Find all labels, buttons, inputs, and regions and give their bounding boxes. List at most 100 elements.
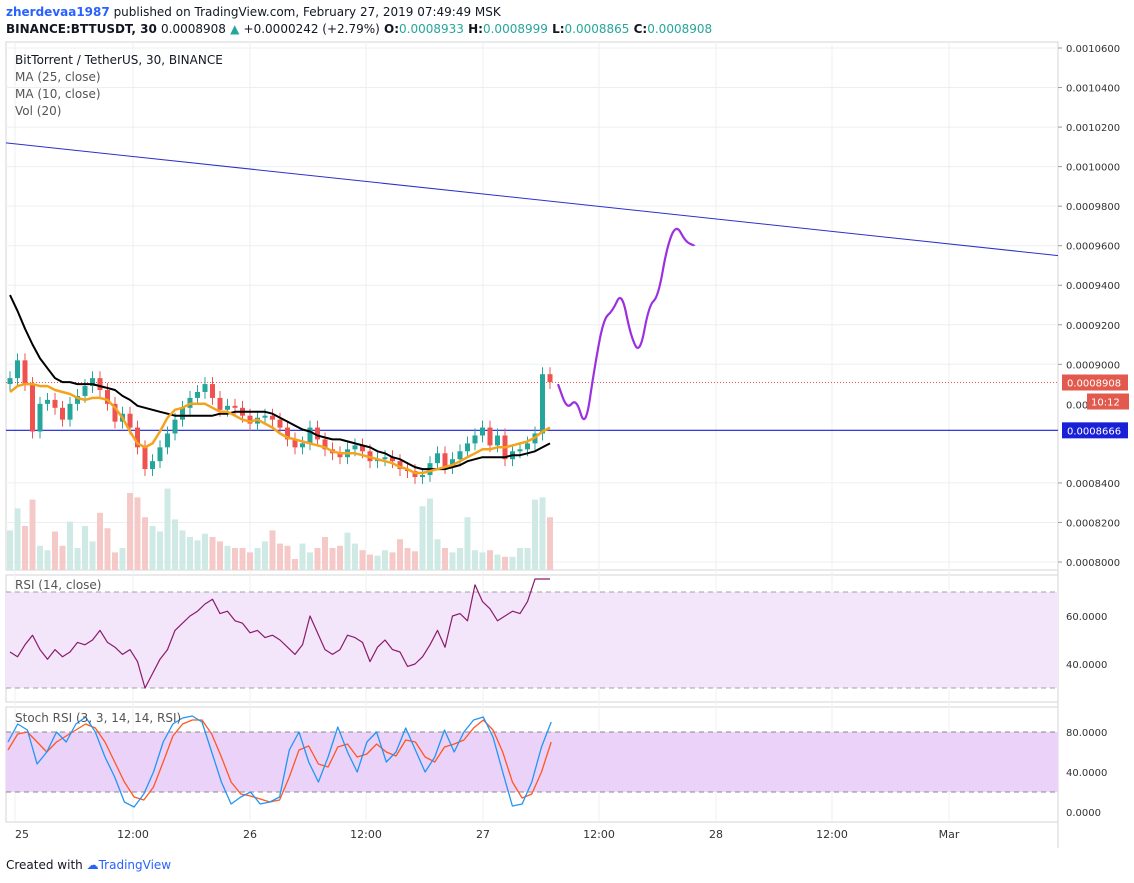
volume-bar xyxy=(112,552,118,570)
volume-bar xyxy=(217,541,223,570)
volume-bar xyxy=(22,526,28,570)
volume-bar xyxy=(37,545,43,570)
symbol: BINANCE:BTTUSDT, 30 xyxy=(6,22,157,36)
candle-body xyxy=(60,407,65,420)
x-tick-label: Mar xyxy=(939,828,960,841)
volume-bar xyxy=(254,548,261,570)
volume-bar xyxy=(119,548,126,570)
legend-ma10: MA (10, close) xyxy=(15,87,101,101)
l-label: L: xyxy=(552,22,565,36)
tradingview-brand[interactable]: TradingView xyxy=(98,858,172,872)
c-value: 0.0008908 xyxy=(647,22,713,36)
volume-bar xyxy=(307,552,313,570)
volume-bar xyxy=(7,530,13,570)
volume-bar xyxy=(472,550,478,570)
volume-bar xyxy=(404,548,411,570)
candle-body xyxy=(487,427,493,446)
volume-bar xyxy=(224,545,231,570)
volume-bar xyxy=(539,497,546,570)
y-tick-label: 0.0010600 xyxy=(1066,44,1120,55)
volume-bar xyxy=(179,530,186,570)
candle-body xyxy=(135,427,140,448)
volume-bar xyxy=(494,554,501,570)
candle-body xyxy=(285,427,290,440)
volume-bar xyxy=(292,559,298,570)
volume-bar xyxy=(517,548,523,570)
y-tick-label: 0.0009200 xyxy=(1066,321,1120,332)
l-value: 0.0008865 xyxy=(564,22,630,36)
candle-body xyxy=(495,435,500,446)
candle-body xyxy=(195,391,200,398)
volume-bar xyxy=(262,541,268,570)
candle-body xyxy=(315,427,320,440)
volume-bar xyxy=(427,498,433,570)
partial-price-label: 0.000 xyxy=(1066,400,1095,411)
volume-bar xyxy=(389,552,396,570)
y-tick-label: 0.0008400 xyxy=(1066,479,1120,490)
candle-body xyxy=(480,427,485,436)
c-label: C: xyxy=(633,22,648,36)
candle-body xyxy=(225,405,230,410)
volume-bar xyxy=(97,512,103,570)
x-tick-label: 28 xyxy=(709,828,723,841)
candle-body xyxy=(165,433,170,448)
candle-body xyxy=(142,447,148,470)
volume-bar xyxy=(397,539,403,570)
candle-body xyxy=(435,453,440,464)
volume-bar xyxy=(239,548,246,570)
ohlc-line: BINANCE:BTTUSDT, 30 0.0008908 ▲ +0.00002… xyxy=(6,22,712,36)
volume-bar xyxy=(89,541,96,570)
countdown-label: 10:12 xyxy=(1091,397,1120,408)
candle-body xyxy=(277,419,283,428)
y-tick-label: 0.0010200 xyxy=(1066,123,1120,134)
candle-body xyxy=(112,403,118,422)
volume-bar xyxy=(329,548,336,570)
candle-body xyxy=(262,415,268,418)
stoch-tick-label: 40.0000 xyxy=(1066,768,1107,779)
o-value: 0.0008933 xyxy=(399,22,464,36)
volume-bar xyxy=(284,545,291,570)
author-link[interactable]: zherdevaa1987 xyxy=(6,5,110,19)
volume-bar xyxy=(29,499,36,570)
candle-body xyxy=(150,461,155,470)
candle-body xyxy=(352,445,358,450)
volume-bar xyxy=(344,532,351,570)
candle-body xyxy=(97,378,103,391)
volume-bar xyxy=(164,488,171,570)
candle-body xyxy=(457,451,463,460)
main-pane-frame xyxy=(5,41,1059,571)
stoch-k-line xyxy=(7,715,552,808)
candle-body xyxy=(442,453,448,468)
volume-bar xyxy=(314,548,321,570)
volume-bar xyxy=(157,531,163,570)
volume-bar xyxy=(509,556,516,570)
candle-body xyxy=(540,374,545,434)
candle-body xyxy=(307,427,313,444)
candle-body xyxy=(300,443,305,448)
y-tick-label: 0.0008000 xyxy=(1066,558,1120,569)
candle-body xyxy=(67,403,73,420)
candle-body xyxy=(450,459,455,468)
candle-body xyxy=(172,419,178,434)
volume-bar xyxy=(104,528,111,570)
candle-body xyxy=(75,395,80,404)
change: +0.0000242 (+2.79%) xyxy=(243,22,380,36)
x-tick-label: 25 xyxy=(15,828,29,841)
candle-body xyxy=(360,445,365,452)
volume-bar xyxy=(367,554,373,570)
candle-body xyxy=(180,407,185,420)
ma10-line xyxy=(9,382,551,475)
candle-body xyxy=(82,386,88,396)
volume-bar xyxy=(442,548,448,570)
stoch-tick-label: 80.0000 xyxy=(1066,728,1107,739)
candle-body xyxy=(337,453,343,458)
volume-bar xyxy=(412,551,418,570)
volume-bar xyxy=(194,540,201,570)
volume-bar xyxy=(487,550,493,570)
volume-bar xyxy=(232,548,238,570)
volume-bar xyxy=(449,552,456,570)
up-arrow-icon: ▲ xyxy=(230,22,240,36)
x-tick-label: 26 xyxy=(243,828,257,841)
y-tick-label: 0.0010000 xyxy=(1066,163,1120,174)
